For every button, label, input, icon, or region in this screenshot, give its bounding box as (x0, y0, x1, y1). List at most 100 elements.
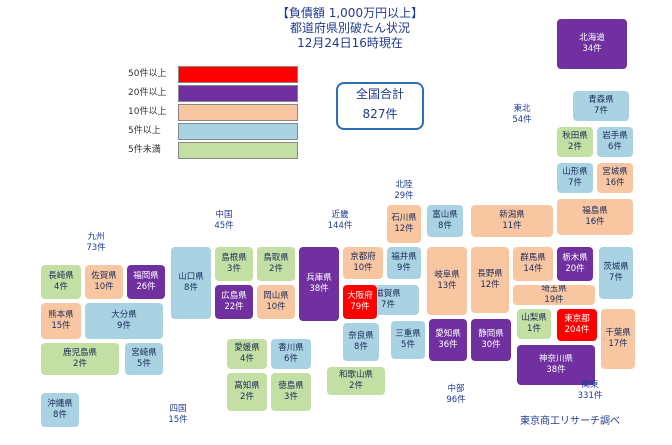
prefecture-name: 富山県 (432, 210, 458, 221)
prefecture-count: 7件 (609, 273, 623, 284)
prefecture-name: 大阪府 (347, 291, 373, 302)
prefecture-aomori: 青森県 7件 (572, 90, 630, 122)
legend-item: 50件以上 (128, 66, 300, 82)
region-label-tohoku: 東北 54件 (502, 104, 542, 126)
prefecture-count: 38件 (546, 365, 565, 376)
prefecture-tokyo: 東京都 204件 (556, 308, 598, 342)
prefecture-akita: 秋田県 2件 (556, 126, 594, 158)
prefecture-count: 2件 (269, 264, 283, 275)
prefecture-name: 神奈川県 (539, 354, 573, 365)
prefecture-saitama: 埼玉県 19件 (512, 284, 596, 306)
prefecture-count: 2件 (73, 359, 87, 370)
region-count: 54件 (502, 115, 542, 126)
prefecture-name: 愛媛県 (234, 343, 260, 354)
prefecture-count: 22件 (224, 302, 243, 313)
prefecture-name: 徳島県 (278, 381, 304, 392)
national-total-value: 827件 (338, 104, 422, 124)
prefecture-name: 山梨県 (521, 313, 547, 324)
legend-item: 10件以上 (128, 104, 300, 120)
prefecture-name: 静岡県 (478, 329, 504, 340)
prefecture-tochigi: 栃木県 20件 (556, 246, 594, 282)
legend-swatch (178, 85, 298, 102)
prefecture-tokushima: 徳島県 3件 (270, 372, 312, 412)
prefecture-count: 38件 (309, 284, 328, 295)
prefecture-name: 群馬県 (520, 253, 546, 264)
prefecture-count: 10件 (94, 282, 113, 293)
region-label-chubu: 中部 96件 (436, 384, 476, 406)
prefecture-count: 11件 (502, 221, 521, 232)
prefecture-name: 岡山県 (263, 291, 289, 302)
prefecture-kyoto: 京都府 10件 (342, 246, 384, 280)
prefecture-nagasaki: 長崎県 4件 (40, 264, 82, 300)
prefecture-hiroshima: 広島県 22件 (214, 284, 254, 320)
region-name: 東北 (502, 104, 542, 115)
prefecture-name: 奈良県 (348, 331, 374, 342)
prefecture-name: 京都府 (350, 252, 376, 263)
source-credit: 東京商工リサーチ調べ (520, 412, 620, 427)
prefecture-count: 4件 (54, 282, 68, 293)
prefecture-count: 13件 (437, 281, 456, 292)
region-name: 中国 (204, 210, 244, 221)
prefecture-miyagi: 宮城県 16件 (596, 162, 634, 194)
prefecture-yamanashi: 山梨県 1件 (516, 308, 552, 340)
prefecture-fukui: 福井県 9件 (386, 246, 422, 280)
prefecture-name: 山口県 (178, 272, 204, 283)
prefecture-name: 新潟県 (499, 210, 525, 221)
legend-label: 5件未満 (128, 142, 178, 158)
prefecture-name: 福井県 (391, 252, 417, 263)
prefecture-count: 30件 (481, 340, 500, 351)
prefecture-name: 宮崎県 (131, 348, 157, 359)
region-count: 96件 (436, 395, 476, 406)
legend-item: 20件以上 (128, 85, 300, 101)
prefecture-name: 山形県 (562, 167, 588, 178)
prefecture-name: 岐阜県 (434, 270, 460, 281)
region-label-shikoku: 四国 15件 (158, 404, 198, 426)
prefecture-okayama: 岡山県 10件 (256, 284, 296, 320)
prefecture-wakayama: 和歌山県 2件 (326, 366, 386, 396)
prefecture-count: 26件 (136, 282, 155, 293)
title-line-2: 都道府県別破たん状況 (250, 21, 450, 36)
prefecture-saga: 佐賀県 10件 (84, 264, 124, 300)
prefecture-name: 埼玉県 (541, 284, 567, 295)
prefecture-name: 広島県 (221, 291, 247, 302)
prefecture-name: 島根県 (221, 253, 247, 264)
prefecture-count: 17件 (608, 339, 627, 350)
prefecture-count: 8件 (438, 221, 452, 232)
region-count: 73件 (76, 243, 116, 254)
region-name: 関東 (570, 380, 610, 391)
prefecture-name: 兵庫県 (306, 273, 332, 284)
prefecture-count: 12件 (480, 280, 499, 291)
prefecture-fukushima: 福島県 16件 (556, 198, 634, 236)
prefecture-kochi: 高知県 2件 (226, 372, 268, 412)
prefecture-shizuoka: 静岡県 30件 (470, 318, 512, 362)
prefecture-count: 9件 (397, 263, 411, 274)
prefecture-count: 7件 (381, 300, 395, 311)
legend-swatch (178, 123, 298, 140)
prefecture-name: 福島県 (582, 206, 608, 217)
prefecture-count: 19件 (544, 295, 563, 306)
region-name: 北陸 (384, 180, 424, 191)
prefecture-aichi: 愛知県 36件 (428, 318, 468, 362)
prefecture-count: 1件 (527, 324, 541, 335)
prefecture-count: 15件 (51, 321, 70, 332)
prefecture-name: 石川県 (391, 213, 417, 224)
region-count: 15件 (158, 415, 198, 426)
prefecture-toyama: 富山県 8件 (426, 204, 464, 238)
prefecture-count: 3件 (227, 264, 241, 275)
prefecture-yamaguchi: 山口県 8件 (170, 246, 212, 320)
prefecture-name: 愛知県 (435, 329, 461, 340)
region-label-chugoku: 中国 45件 (204, 210, 244, 232)
prefecture-miyazaki: 宮崎県 5件 (124, 342, 164, 376)
legend-label: 5件以上 (128, 123, 178, 139)
national-total-label: 全国合計 (338, 84, 422, 104)
prefecture-name: 秋田県 (562, 131, 588, 142)
prefecture-count: 7件 (568, 178, 582, 189)
prefecture-count: 7件 (594, 106, 608, 117)
prefecture-name: 香川県 (278, 343, 304, 354)
prefecture-count: 5件 (137, 359, 151, 370)
prefecture-kumamoto: 熊本県 15件 (40, 302, 82, 340)
title-line-3: 12月24日16時現在 (250, 36, 450, 51)
region-count: 331件 (570, 391, 610, 402)
prefecture-gunma: 群馬県 14件 (512, 246, 554, 282)
prefecture-count: 3件 (284, 392, 298, 403)
